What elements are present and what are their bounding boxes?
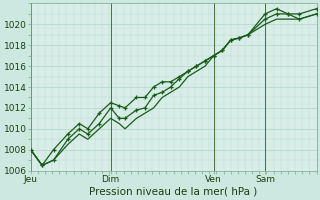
X-axis label: Pression niveau de la mer( hPa ): Pression niveau de la mer( hPa ) bbox=[90, 187, 258, 197]
